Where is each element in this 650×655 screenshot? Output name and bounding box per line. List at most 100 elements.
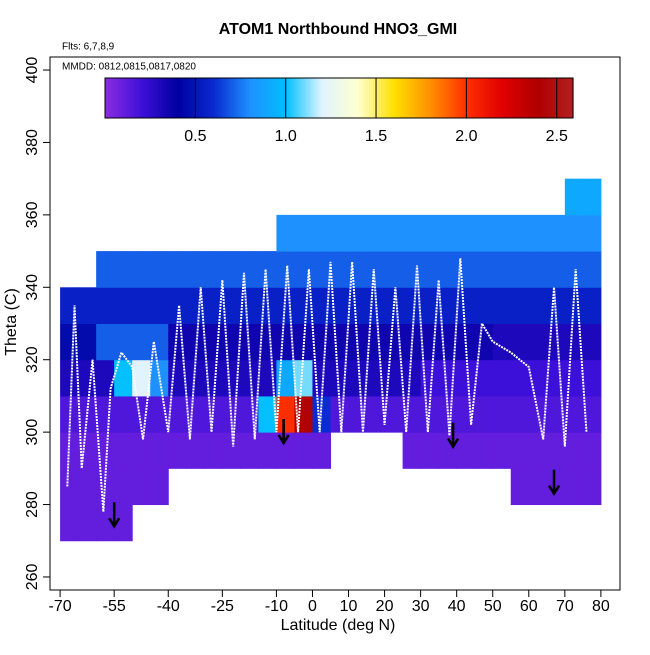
colorbar-swatch: [513, 78, 516, 118]
heat-cell: [312, 287, 331, 324]
colorbar-tick-label: 1.5: [365, 128, 387, 145]
colorbar-swatch: [117, 78, 120, 118]
colorbar-swatch: [335, 78, 338, 118]
x-tick-label: 60: [520, 598, 538, 615]
colorbar-swatch: [169, 78, 172, 118]
colorbar-tick-label: 1.0: [275, 128, 297, 145]
colorbar-swatch: [567, 78, 570, 118]
colorbar-swatch: [309, 78, 312, 118]
heat-cell: [150, 432, 169, 469]
colorbar-swatch: [353, 78, 356, 118]
heat-cell: [240, 287, 259, 324]
colorbar-swatch: [545, 78, 548, 118]
heat-cell: [402, 287, 422, 324]
colorbar-swatch: [565, 78, 568, 118]
colorbar-swatch: [355, 78, 358, 118]
arrow: [277, 418, 290, 446]
colorbar-swatch: [141, 78, 144, 118]
colorbar-swatch: [295, 78, 298, 118]
colorbar-frame: [104, 77, 574, 119]
colorbar-swatch: [437, 78, 440, 118]
heat-cell: [366, 251, 386, 288]
colorbar-swatch: [115, 78, 118, 118]
heat-cell: [582, 468, 602, 506]
colorbar-swatch: [423, 78, 426, 118]
colorbar-swatch: [341, 78, 344, 118]
heat-cell: [150, 251, 169, 288]
colorbar-swatch: [519, 78, 522, 118]
heat-cell: [420, 287, 440, 324]
colorbar-swatch: [275, 78, 278, 118]
colorbar-swatch: [459, 78, 462, 118]
colorbar-swatch: [315, 78, 318, 118]
y-axis-label: Theta (C): [3, 288, 20, 356]
heat-cell: [474, 323, 494, 361]
colorbar-swatch: [229, 78, 232, 118]
heat-cell: [348, 287, 368, 324]
colorbar-swatch: [139, 78, 142, 118]
colorbar-swatch: [149, 78, 152, 118]
heat-cell: [582, 432, 602, 469]
heat-cell: [294, 214, 313, 252]
colorbar-swatch: [481, 78, 484, 118]
colorbar-swatch: [191, 78, 194, 118]
heat-cell: [96, 432, 115, 469]
colorbar-swatch: [211, 78, 214, 118]
colorbar-swatch: [269, 78, 272, 118]
colorbar-swatch: [171, 78, 174, 118]
colorbar-swatch: [365, 78, 368, 118]
colorbar-swatch: [511, 78, 514, 118]
heat-cell: [78, 287, 97, 324]
colorbar-swatch: [533, 78, 536, 118]
arrow-head: [547, 485, 561, 497]
colorbar-swatch: [373, 78, 376, 118]
heat-cell: [402, 214, 422, 252]
colorbar-swatch: [199, 78, 202, 118]
heat-cell: [114, 395, 133, 433]
colorbar-tick-label: 0.5: [184, 128, 206, 145]
colorbar-swatch: [133, 78, 136, 118]
colorbar-swatch: [209, 78, 212, 118]
colorbar-swatch: [225, 78, 228, 118]
heat-cell: [582, 323, 602, 361]
colorbar-swatch: [137, 78, 140, 118]
colorbar-swatch: [301, 78, 304, 118]
heat-cell: [510, 359, 530, 397]
heat-cell: [582, 395, 602, 433]
colorbar-swatch: [205, 78, 208, 118]
colorbar-swatch: [387, 78, 390, 118]
colorbar-swatch: [273, 78, 276, 118]
colorbar-swatch: [303, 78, 306, 118]
colorbar-swatch: [267, 78, 270, 118]
heat-cell: [510, 287, 530, 324]
heat-cell: [420, 432, 440, 469]
heat-cell: [294, 287, 313, 324]
heat-cell: [492, 359, 512, 397]
colorbar-swatch: [521, 78, 524, 118]
heat-cell: [258, 432, 277, 469]
heat-cell: [528, 287, 548, 324]
x-tick-label: -55: [103, 598, 126, 615]
colorbar-swatch: [127, 78, 130, 118]
colorbar-swatch: [317, 78, 320, 118]
heat-cell: [564, 468, 584, 506]
colorbar-swatch: [531, 78, 534, 118]
heat-cell: [438, 251, 458, 288]
colorbar-swatch: [285, 78, 288, 118]
colorbar-swatch: [221, 78, 224, 118]
colorbar-swatch: [479, 78, 482, 118]
colorbar-swatch: [329, 78, 332, 118]
heat-cell: [276, 251, 295, 288]
heat-cell: [510, 395, 530, 433]
heat-cell: [294, 323, 313, 361]
colorbar-swatch: [155, 78, 158, 118]
colorbar-swatch: [135, 78, 138, 118]
colorbar-swatch: [159, 78, 162, 118]
colorbar-swatch: [435, 78, 438, 118]
heat-cell: [528, 432, 548, 469]
colorbar-swatch: [569, 78, 572, 118]
colorbar-swatch: [291, 78, 294, 118]
colorbar-swatch: [401, 78, 404, 118]
colorbar-swatch: [381, 78, 384, 118]
colorbar-swatch: [403, 78, 406, 118]
